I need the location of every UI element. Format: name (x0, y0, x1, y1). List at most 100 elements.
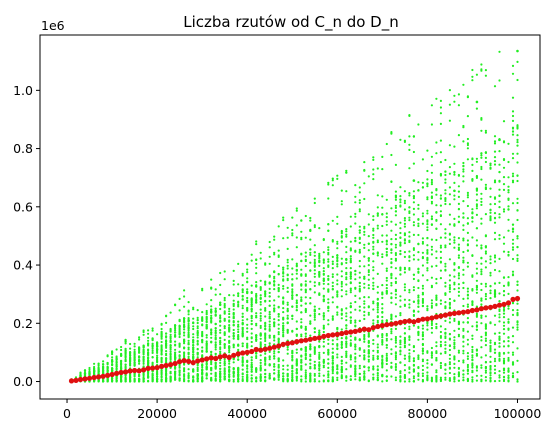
sample-point (309, 345, 312, 348)
sample-point (268, 262, 271, 265)
sample-point (349, 321, 352, 324)
sample-point (457, 327, 460, 330)
sample-point (489, 187, 492, 190)
sample-point (475, 157, 478, 160)
sample-point (367, 369, 370, 372)
sample-point (309, 288, 312, 291)
sample-point (327, 258, 330, 261)
sample-point (421, 274, 424, 277)
sample-point (471, 289, 474, 292)
sample-point (183, 373, 186, 376)
sample-point (340, 270, 343, 273)
sample-point (187, 368, 190, 371)
sample-point (367, 380, 370, 383)
sample-point (322, 351, 325, 354)
sample-point (471, 275, 474, 278)
sample-point (462, 340, 465, 343)
sample-point (426, 328, 429, 331)
sample-point (417, 333, 420, 337)
sample-point (448, 307, 451, 310)
sample-point (327, 323, 330, 326)
sample-point (322, 277, 325, 280)
sample-point (282, 285, 285, 288)
sample-point (480, 297, 483, 300)
sample-point (466, 249, 469, 252)
sample-point (169, 379, 172, 382)
sample-point (223, 375, 226, 378)
sample-point (349, 267, 352, 270)
sample-point (237, 300, 240, 303)
sample-point (444, 246, 447, 249)
sample-point (484, 376, 487, 379)
sample-point (273, 307, 276, 310)
sample-point (480, 244, 483, 247)
sample-point (214, 288, 217, 291)
sample-point (241, 291, 244, 294)
sample-point (430, 331, 433, 334)
sample-point (471, 157, 474, 160)
sample-point (309, 343, 312, 346)
sample-point (358, 229, 361, 232)
sample-point (376, 212, 379, 216)
sample-point (345, 368, 348, 371)
sample-point (273, 334, 276, 337)
sample-point (493, 212, 497, 215)
sample-point (223, 296, 226, 300)
sample-point (408, 210, 411, 213)
sample-point (331, 355, 334, 358)
sample-point (466, 343, 469, 346)
sample-point (408, 135, 411, 138)
sample-point (507, 340, 510, 343)
sample-point (399, 138, 402, 141)
sample-point (255, 243, 258, 246)
sample-point (93, 369, 96, 372)
sample-point (511, 179, 515, 182)
sample-point (156, 375, 159, 378)
sample-point (430, 346, 433, 350)
sample-point (480, 178, 483, 181)
sample-point (475, 199, 478, 202)
sample-point (232, 303, 235, 306)
sample-point (232, 328, 235, 332)
sample-point (435, 282, 438, 285)
sample-point (160, 369, 163, 372)
sample-point (237, 333, 240, 337)
sample-point (241, 372, 244, 375)
sample-point (412, 346, 415, 349)
sample-point (304, 346, 307, 349)
sample-point (318, 313, 321, 316)
sample-point (439, 352, 442, 355)
sample-point (268, 287, 271, 290)
sample-point (201, 371, 204, 375)
sample-point (345, 251, 348, 254)
sample-point (498, 206, 501, 209)
sample-point (349, 289, 352, 292)
sample-point (507, 327, 510, 330)
sample-point (340, 355, 343, 358)
sample-point (129, 360, 132, 363)
sample-point (277, 306, 280, 309)
sample-point (354, 338, 357, 341)
sample-point (192, 317, 195, 320)
sample-point (295, 302, 298, 305)
sample-point (457, 366, 460, 370)
sample-point (435, 341, 438, 344)
sample-point (322, 282, 325, 285)
sample-point (295, 348, 298, 351)
sample-point (106, 369, 109, 373)
sample-point (273, 372, 276, 375)
sample-point (516, 257, 519, 260)
sample-point (232, 308, 235, 311)
sample-point (291, 294, 294, 297)
sample-point (462, 228, 465, 231)
sample-point (336, 254, 339, 257)
sample-point (237, 330, 240, 334)
sample-point (304, 310, 307, 314)
sample-point (372, 319, 375, 322)
sample-point (403, 380, 406, 383)
sample-point (268, 282, 271, 285)
sample-point (255, 281, 258, 284)
sample-point (151, 338, 154, 341)
sample-point (205, 313, 208, 316)
sample-point (178, 327, 181, 330)
